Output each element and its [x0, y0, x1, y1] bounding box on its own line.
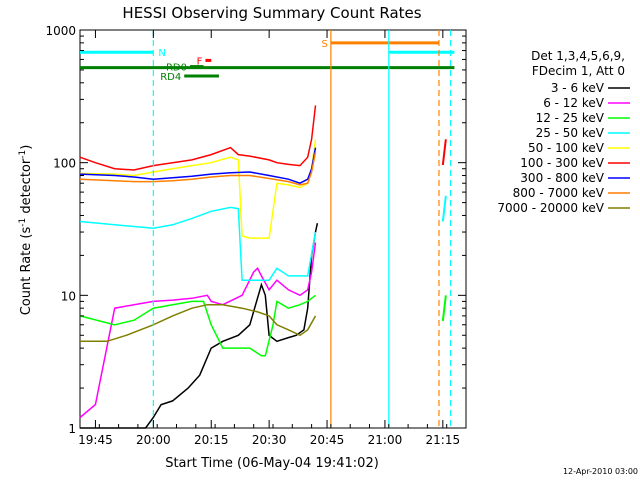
y-axis-label-main: Count Rate (s [19, 227, 34, 316]
series-line-6 [79, 147, 317, 185]
legend-label-4: 50 - 100 keV [528, 141, 605, 155]
x-tick-label-3: 20:30 [252, 433, 287, 447]
chart-title: HESSI Observing Summary Count Rates [122, 4, 421, 22]
legend-label-3: 25 - 50 keV [536, 126, 605, 140]
legend-label-2: 12 - 25 keV [536, 111, 605, 125]
y-tick-label-2: 100 [53, 157, 76, 171]
series-line-2 [79, 294, 316, 357]
y-axis-label-sup2: -1 [18, 150, 28, 159]
legend-header-1: FDecim 1, Att 0 [532, 64, 625, 78]
axes: 19:45 20:00 20:15 20:30 20:45 21:00 21:15 1 10 10… [45, 24, 467, 447]
legend-label-6: 300 - 800 keV [520, 171, 604, 185]
x-tick-label-6: 21:15 [426, 433, 461, 447]
x-tick-label-4: 20:45 [310, 433, 345, 447]
plot-frame [79, 29, 467, 429]
x-tick-label-2: 20:15 [194, 433, 229, 447]
x-tick-label-0: 19:45 [78, 433, 113, 447]
series-line-7 [79, 152, 317, 186]
y-axis-label-mid: detector [19, 158, 34, 218]
legend-label-0: 3 - 6 keV [551, 81, 605, 95]
y-tick-label-0: 1 [68, 422, 76, 436]
legend-header-0: Det 1,3,4,5,6,9, [531, 49, 625, 63]
x-tick-label-5: 21:00 [368, 433, 403, 447]
legend-label-8: 7000 - 20000 keV [497, 201, 604, 215]
series-line-4 [79, 139, 317, 239]
status-bar-label-4: RD4 [160, 72, 181, 83]
post-gap-mark-1 [441, 195, 447, 222]
series-layer [79, 105, 447, 429]
x-axis-label: Start Time (06-May-04 19:41:02) [165, 456, 379, 471]
legend-label-5: 100 - 300 keV [520, 156, 604, 170]
legend: Det 1,3,4,5,6,9,FDecim 1, Att 0 3 - 6 keV… [497, 49, 630, 215]
series-line-8 [80, 303, 317, 343]
series-line-1 [79, 242, 317, 419]
status-bar-label-5: RD0 [166, 63, 187, 74]
y-tick-label-3: 1000 [45, 24, 76, 38]
status-bar-label-6: F [197, 56, 203, 67]
footer-date: 12-Apr-2010 03:00 [563, 467, 638, 476]
series-line-0 [80, 223, 319, 429]
legend-label-7: 800 - 7000 keV [513, 186, 605, 200]
post-gap-mark-2 [441, 295, 447, 322]
y-axis-label-end: ) [19, 145, 34, 150]
legend-label-1: 6 - 12 keV [543, 96, 605, 110]
y-tick-label-1: 10 [61, 289, 76, 303]
status-bar-label-2: S [322, 39, 328, 50]
x-tick-label-1: 20:00 [136, 433, 171, 447]
y-axis-label-sup: -1 [18, 218, 28, 227]
status-bar-label-0: N [158, 48, 165, 59]
y-axis-label: Count Rate (s-1 detector-1) [18, 145, 34, 316]
vertical-markers [152, 30, 452, 428]
series-line-5 [79, 105, 317, 171]
series-line-3 [79, 206, 317, 281]
post-gap-mark-0 [441, 139, 447, 166]
